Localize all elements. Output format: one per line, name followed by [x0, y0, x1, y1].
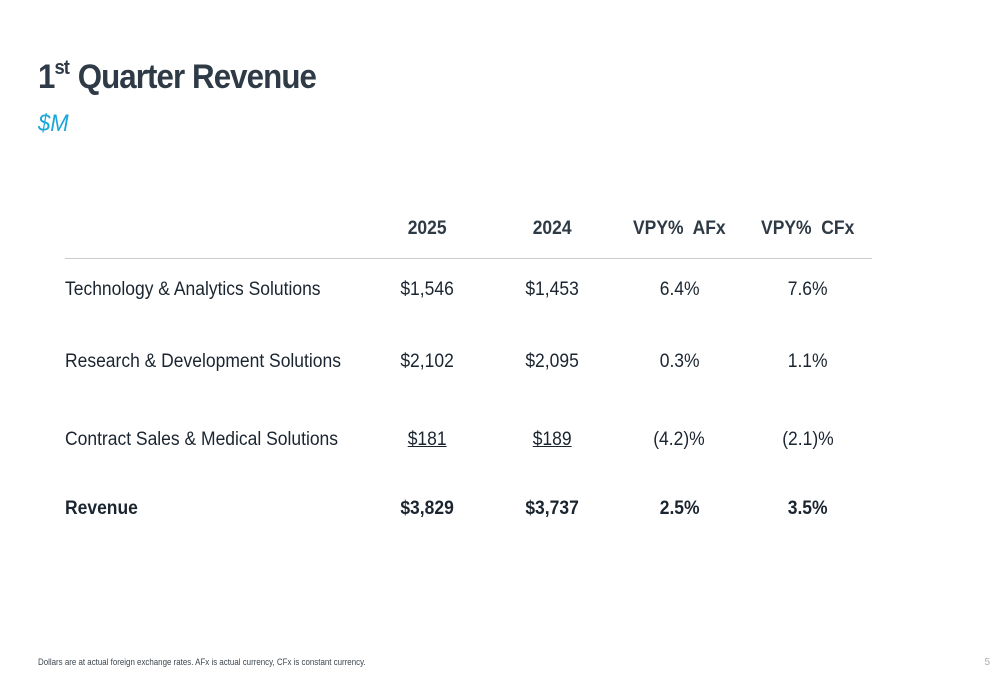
row-label: Revenue [65, 498, 138, 519]
header-blank [65, 200, 365, 259]
table-row: Research & Development Solutions $2,102 … [65, 321, 872, 402]
value-vpy-cfx: 7.6% [787, 279, 828, 300]
title-superscript: st [54, 56, 70, 79]
footnote: Dollars are at actual foreign exchange r… [38, 657, 366, 667]
value-2024: $3,737 [525, 498, 580, 519]
row-label: Contract Sales & Medical Solutions [65, 429, 339, 450]
units-subtitle: $M [38, 110, 69, 137]
table-row: Technology & Analytics Solutions $1,546 … [65, 259, 872, 322]
value-vpy-cfx: (2.1)% [781, 429, 834, 450]
value-2025: $3,829 [400, 498, 455, 519]
value-vpy-afx: (4.2)% [653, 429, 705, 450]
value-2025: $1,546 [400, 279, 455, 300]
row-label: Research & Development Solutions [65, 350, 341, 372]
table-header-row: 2025 2024 VPY% AFx VPY% CFx [65, 200, 872, 259]
value-2025: $181 [407, 429, 447, 450]
page-number: 5 [984, 657, 990, 668]
title-prefix: 1 [38, 58, 55, 96]
value-2024: $1,453 [525, 279, 580, 300]
row-label: Technology & Analytics Solutions [65, 279, 321, 300]
header-2024: 2024 [489, 200, 615, 259]
header-2025: 2025 [364, 200, 490, 259]
page-title: 1st Quarter Revenue [38, 56, 317, 97]
revenue-table: 2025 2024 VPY% AFx VPY% CFx Technology &… [65, 200, 872, 540]
value-2025: $2,102 [400, 350, 455, 372]
value-vpy-afx: 6.4% [659, 279, 700, 300]
header-vpy-afx: VPY% AFx [614, 200, 744, 259]
value-vpy-cfx: 1.1% [787, 350, 828, 372]
table-row-total: Revenue $3,829 $3,737 2.5% 3.5% [65, 478, 872, 540]
table-row: Contract Sales & Medical Solutions $181 … [65, 402, 872, 478]
value-vpy-afx: 0.3% [659, 350, 700, 372]
value-vpy-afx: 2.5% [659, 498, 700, 519]
value-2024: $189 [532, 429, 572, 450]
title-main: Quarter Revenue [69, 58, 317, 96]
value-vpy-cfx: 3.5% [787, 498, 828, 519]
value-2024: $2,095 [525, 350, 580, 372]
header-vpy-cfx: VPY% CFx [743, 200, 872, 259]
